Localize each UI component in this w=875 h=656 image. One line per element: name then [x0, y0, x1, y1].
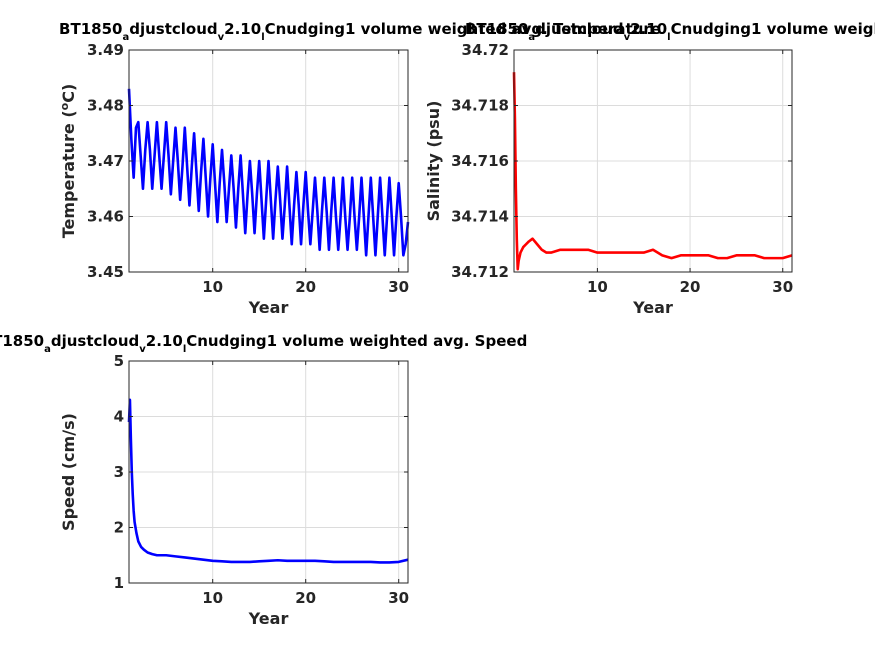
speed-title: BT1850adjustcloudv2.10lCnudging1 volume … [0, 332, 527, 355]
title-part: 2.10 [224, 20, 261, 38]
x-tick-label: 20 [295, 278, 316, 296]
x-tick-label: 20 [680, 278, 701, 296]
y-label-part: Temperature ( [59, 110, 78, 238]
title-subscript: a [528, 32, 535, 43]
salinity-title: BT1850adjustcloudv2.10lCnudging1 volume … [465, 20, 875, 43]
y-axis-label: Salinity (psu) [424, 101, 443, 222]
y-tick-label: 34.718 [451, 97, 509, 115]
x-axis-label: Year [248, 609, 289, 628]
y-tick-label: 3.48 [87, 97, 124, 115]
title-subscript: a [122, 32, 129, 43]
title-subscript: l [183, 344, 186, 355]
temp-series-line [127, 88, 410, 257]
temp-title: BT1850adjustcloudv2.10lCnudging1 volume … [59, 20, 661, 43]
x-tick-label: 10 [587, 278, 608, 296]
title-subscript: v [624, 32, 631, 43]
y-tick-label: 34.714 [451, 208, 509, 226]
y-label-superscript: o [58, 102, 71, 110]
salinity-series-line [512, 72, 793, 271]
y-tick-label: 34.716 [451, 152, 509, 170]
x-axis-label: Year [632, 298, 673, 317]
x-axis-label: Year [248, 298, 289, 317]
y-tick-label: 3 [114, 463, 124, 481]
y-tick-label: 5 [114, 352, 124, 370]
title-part: Cnudging1 volume weighted avg. Temperatu… [265, 20, 661, 38]
y-tick-label: 34.72 [462, 41, 509, 59]
title-subscript: v [218, 32, 225, 43]
title-part: 2.10 [630, 20, 667, 38]
y-tick-label: 3.45 [87, 263, 124, 281]
x-tick-label: 30 [772, 278, 793, 296]
x-tick-label: 30 [388, 589, 409, 607]
title-part: Cnudging1 volume weighted avg. Salinity [671, 20, 875, 38]
title-subscript: a [44, 344, 51, 355]
x-tick-label: 10 [202, 278, 223, 296]
title-subscript: l [261, 32, 264, 43]
x-tick-label: 30 [388, 278, 409, 296]
title-part: BT1850 [59, 20, 122, 38]
title-part: Cnudging1 volume weighted avg. Speed [186, 332, 527, 350]
salinity-axes: 10 20 30 34.712 34.714 34.716 34.718 34.72 Year S… [424, 20, 875, 317]
y-tick-label: 2 [114, 519, 124, 537]
title-subscript: l [667, 32, 670, 43]
title-subscript: v [139, 344, 146, 355]
title-part: djustcloud [535, 20, 623, 38]
x-tick-label: 10 [202, 589, 223, 607]
y-tick-label: 4 [114, 408, 124, 426]
y-axis-label: Temperature (oC) [58, 84, 79, 239]
y-tick-label: 3.47 [87, 152, 124, 170]
y-label-part: C) [59, 84, 78, 103]
speed-series-line [127, 398, 409, 564]
y-axis-label: Speed (cm/s) [59, 413, 78, 531]
y-tick-label: 34.712 [451, 263, 509, 281]
y-tick-label: 3.49 [87, 41, 124, 59]
title-part: djustcloud [51, 332, 139, 350]
speed-axes: 10 20 30 1 2 3 4 5 Year Speed (cm/s) BT1850adjustc… [0, 332, 527, 628]
title-part: BT1850 [465, 20, 528, 38]
y-tick-label: 3.46 [87, 208, 124, 226]
title-part: djustcloud [129, 20, 217, 38]
title-part: 2.10 [146, 332, 183, 350]
title-part: BT1850 [0, 332, 44, 350]
x-tick-label: 20 [295, 589, 316, 607]
temp-axes: 10 20 30 3.45 3.46 3.47 3.48 3.49 Year Temperatur… [58, 20, 661, 317]
y-tick-label: 1 [114, 574, 124, 592]
